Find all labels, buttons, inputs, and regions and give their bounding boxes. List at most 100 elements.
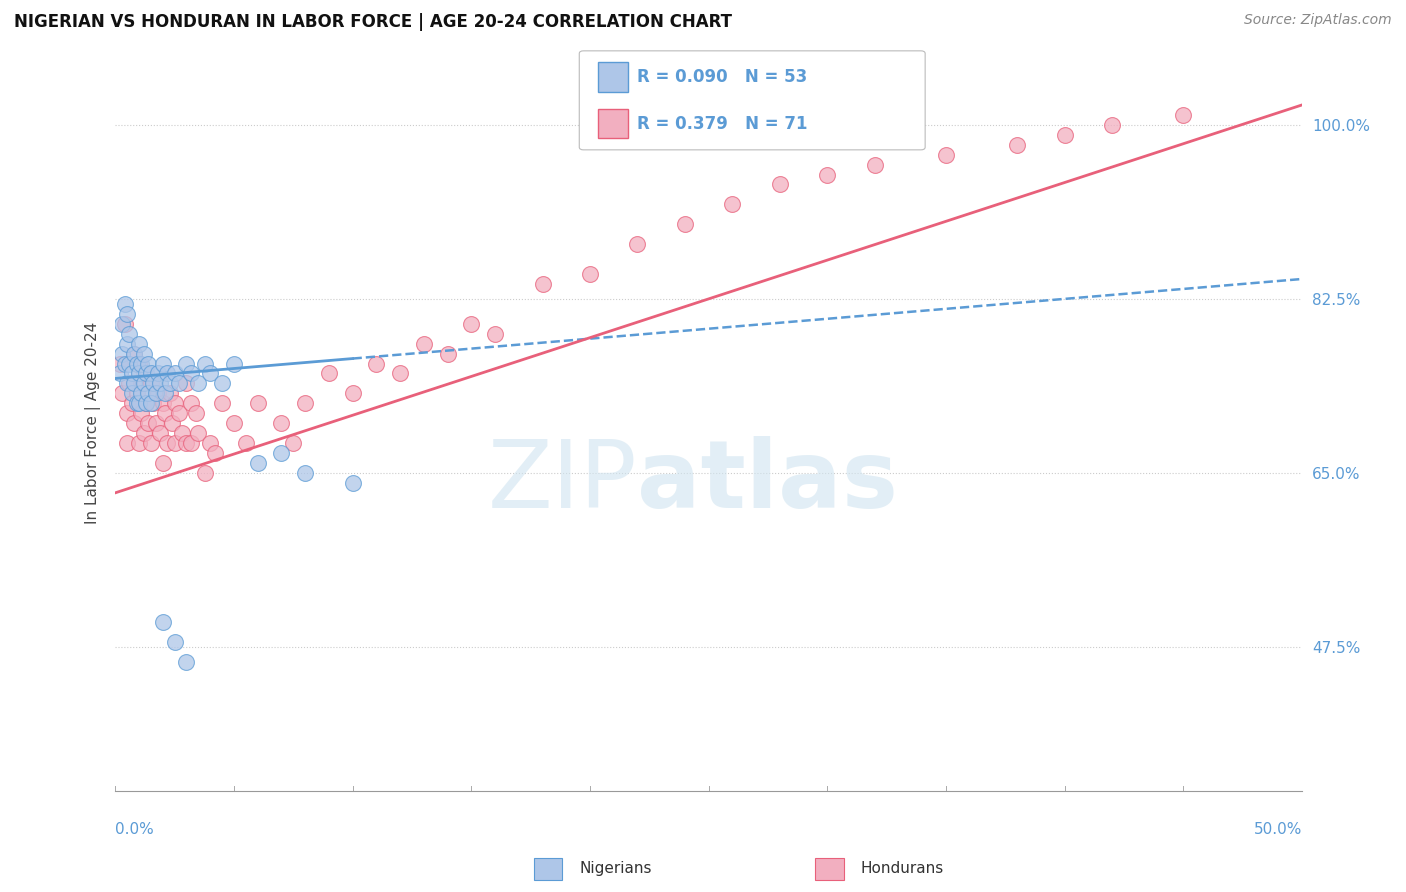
Point bbox=[139, 396, 162, 410]
Point bbox=[146, 386, 169, 401]
Point bbox=[152, 396, 174, 410]
Point bbox=[111, 386, 134, 401]
Point bbox=[180, 396, 202, 410]
Point bbox=[145, 386, 167, 401]
Point bbox=[152, 615, 174, 630]
Point bbox=[412, 336, 434, 351]
Point bbox=[152, 456, 174, 470]
Point bbox=[115, 436, 138, 450]
Point bbox=[180, 436, 202, 450]
Point bbox=[108, 357, 131, 371]
Point bbox=[142, 376, 165, 391]
Point bbox=[246, 396, 269, 410]
Point bbox=[153, 406, 176, 420]
Point bbox=[128, 396, 150, 410]
Point bbox=[163, 436, 186, 450]
Point bbox=[128, 357, 150, 371]
Point bbox=[122, 416, 145, 430]
Point bbox=[184, 406, 207, 420]
Point bbox=[187, 426, 209, 441]
Point bbox=[114, 297, 136, 311]
Point bbox=[132, 426, 155, 441]
Text: Nigerians: Nigerians bbox=[579, 862, 652, 876]
Point bbox=[128, 436, 150, 450]
Point bbox=[135, 396, 157, 410]
Point bbox=[121, 396, 143, 410]
Point bbox=[149, 376, 172, 391]
Point bbox=[211, 376, 233, 391]
Point bbox=[139, 376, 162, 391]
Point bbox=[142, 396, 165, 410]
Text: R = 0.379   N = 71: R = 0.379 N = 71 bbox=[637, 114, 807, 133]
Point bbox=[626, 237, 648, 252]
Point bbox=[125, 396, 148, 410]
Point bbox=[484, 326, 506, 341]
Point bbox=[139, 436, 162, 450]
Point bbox=[176, 357, 198, 371]
Point bbox=[176, 436, 198, 450]
Point bbox=[815, 168, 838, 182]
Point bbox=[132, 367, 155, 381]
Point bbox=[135, 396, 157, 410]
Point bbox=[222, 416, 245, 430]
Point bbox=[128, 336, 150, 351]
Text: ZIP: ZIP bbox=[488, 436, 637, 528]
Point bbox=[138, 386, 160, 401]
Point bbox=[121, 367, 143, 381]
Text: Source: ZipAtlas.com: Source: ZipAtlas.com bbox=[1244, 13, 1392, 28]
Point bbox=[187, 376, 209, 391]
Point bbox=[129, 406, 152, 420]
Point bbox=[194, 357, 217, 371]
Point bbox=[721, 197, 744, 211]
Point bbox=[115, 307, 138, 321]
Point bbox=[115, 336, 138, 351]
Text: R = 0.090   N = 53: R = 0.090 N = 53 bbox=[637, 68, 807, 87]
Point bbox=[108, 367, 131, 381]
Point bbox=[128, 367, 150, 381]
Point bbox=[163, 396, 186, 410]
Point bbox=[222, 357, 245, 371]
Point bbox=[579, 267, 602, 281]
Point bbox=[270, 416, 292, 430]
Point bbox=[163, 635, 186, 649]
Point bbox=[935, 147, 957, 161]
Point bbox=[153, 386, 176, 401]
Point bbox=[176, 655, 198, 669]
Point bbox=[176, 376, 198, 391]
Point bbox=[1101, 118, 1123, 132]
Point bbox=[118, 376, 141, 391]
Point bbox=[145, 416, 167, 430]
Point bbox=[152, 357, 174, 371]
Point bbox=[115, 406, 138, 420]
Point bbox=[246, 456, 269, 470]
Point bbox=[160, 416, 183, 430]
Y-axis label: In Labor Force | Age 20-24: In Labor Force | Age 20-24 bbox=[86, 322, 101, 524]
Point bbox=[163, 367, 186, 381]
Point bbox=[270, 446, 292, 460]
Point bbox=[389, 367, 412, 381]
Point bbox=[194, 466, 217, 480]
Point bbox=[156, 436, 179, 450]
Point bbox=[342, 475, 364, 490]
Point bbox=[139, 367, 162, 381]
Point bbox=[769, 178, 792, 192]
Point bbox=[1173, 108, 1195, 122]
Point bbox=[121, 386, 143, 401]
Point bbox=[342, 386, 364, 401]
Point bbox=[1053, 128, 1076, 142]
Point bbox=[673, 217, 696, 231]
Point bbox=[198, 367, 221, 381]
Point bbox=[460, 317, 482, 331]
Point bbox=[235, 436, 257, 450]
Point bbox=[122, 346, 145, 360]
Point bbox=[129, 376, 152, 391]
Text: 0.0%: 0.0% bbox=[115, 822, 153, 837]
Point bbox=[111, 317, 134, 331]
Point bbox=[132, 376, 155, 391]
Point bbox=[169, 406, 191, 420]
Point bbox=[159, 386, 181, 401]
Point bbox=[125, 357, 148, 371]
Point bbox=[138, 357, 160, 371]
Point bbox=[1007, 137, 1029, 152]
Point bbox=[118, 326, 141, 341]
